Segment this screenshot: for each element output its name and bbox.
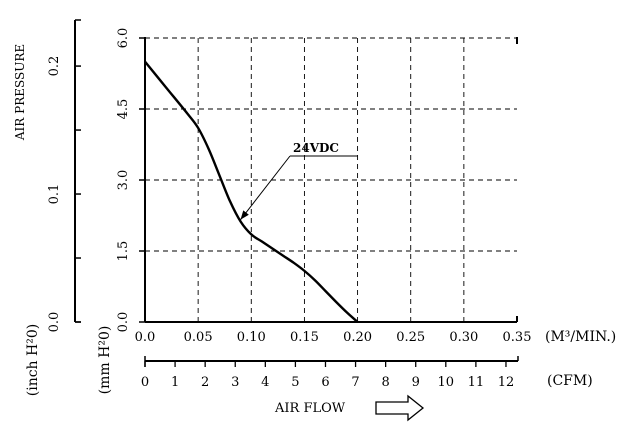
cfm-tick-label: 6 [321, 375, 329, 390]
cfm-tick-label: 9 [412, 375, 420, 390]
cfm-tick-label: 10 [438, 375, 455, 390]
cfm-tick-label: 2 [201, 375, 209, 390]
cfm-unit-label: (CFM) [547, 373, 593, 389]
m3-x-tick-label: 0.30 [449, 330, 478, 345]
cfm-tick-label: 1 [171, 375, 179, 390]
mm-axis-label: (mm H²0) [97, 326, 113, 395]
main-y-tick-label: 1.5 [116, 241, 131, 262]
curve-label-24vdc: 24VDC [293, 141, 339, 155]
m3-x-tick-label: 0.35 [503, 330, 532, 345]
cfm-tick-label: 7 [351, 375, 359, 390]
m3-unit-label: (M³/MIN.) [545, 329, 616, 345]
m3-x-tick-label: 0.05 [184, 330, 213, 345]
y-axis-title: AIR PRESSURE [13, 44, 27, 141]
m3-x-tick-label: 0.0 [135, 330, 156, 345]
curve-layer [144, 60, 359, 323]
cfm-tick-label: 0 [141, 375, 149, 390]
inch-y-tick-label: 0.1 [47, 184, 62, 205]
inch-y-tick-label: 0.2 [47, 56, 62, 77]
m3-x-tick-label: 0.20 [343, 330, 372, 345]
pq-curve-24vdc [144, 60, 359, 323]
grid-lines [145, 37, 517, 322]
annotation-leader [240, 155, 291, 220]
air-flow-arrow-icon [375, 394, 425, 422]
main-y-tick-label: 6.0 [116, 28, 131, 49]
cfm-tick-label: 11 [468, 375, 485, 390]
annotation-arrowhead [240, 210, 249, 220]
tick-labels: 0.0 1.5 3.0 4.5 6.0 0.0 0.1 0.2 0.0 0.05 0.10 0.15 0… [47, 28, 531, 390]
cfm-tick-label: 4 [261, 375, 269, 390]
main-y-tick-label: 4.5 [116, 99, 131, 120]
main-y-tick-label: 0.0 [116, 312, 131, 333]
cfm-tick-label: 8 [382, 375, 390, 390]
inch-y-tick-label: 0.0 [47, 312, 62, 333]
main-y-tick-label: 3.0 [116, 170, 131, 191]
cfm-tick-label: 5 [291, 375, 299, 390]
x-axis-title: AIR FLOW [274, 401, 346, 416]
m3-x-tick-label: 0.10 [237, 330, 266, 345]
inch-axis-label: (inch H²0) [25, 324, 41, 396]
m3-x-tick-label: 0.15 [290, 330, 319, 345]
m3-x-tick-label: 0.25 [396, 330, 425, 345]
plot-frame [74, 19, 519, 367]
cfm-tick-label: 3 [231, 375, 239, 390]
cfm-tick-label: 12 [498, 375, 515, 390]
